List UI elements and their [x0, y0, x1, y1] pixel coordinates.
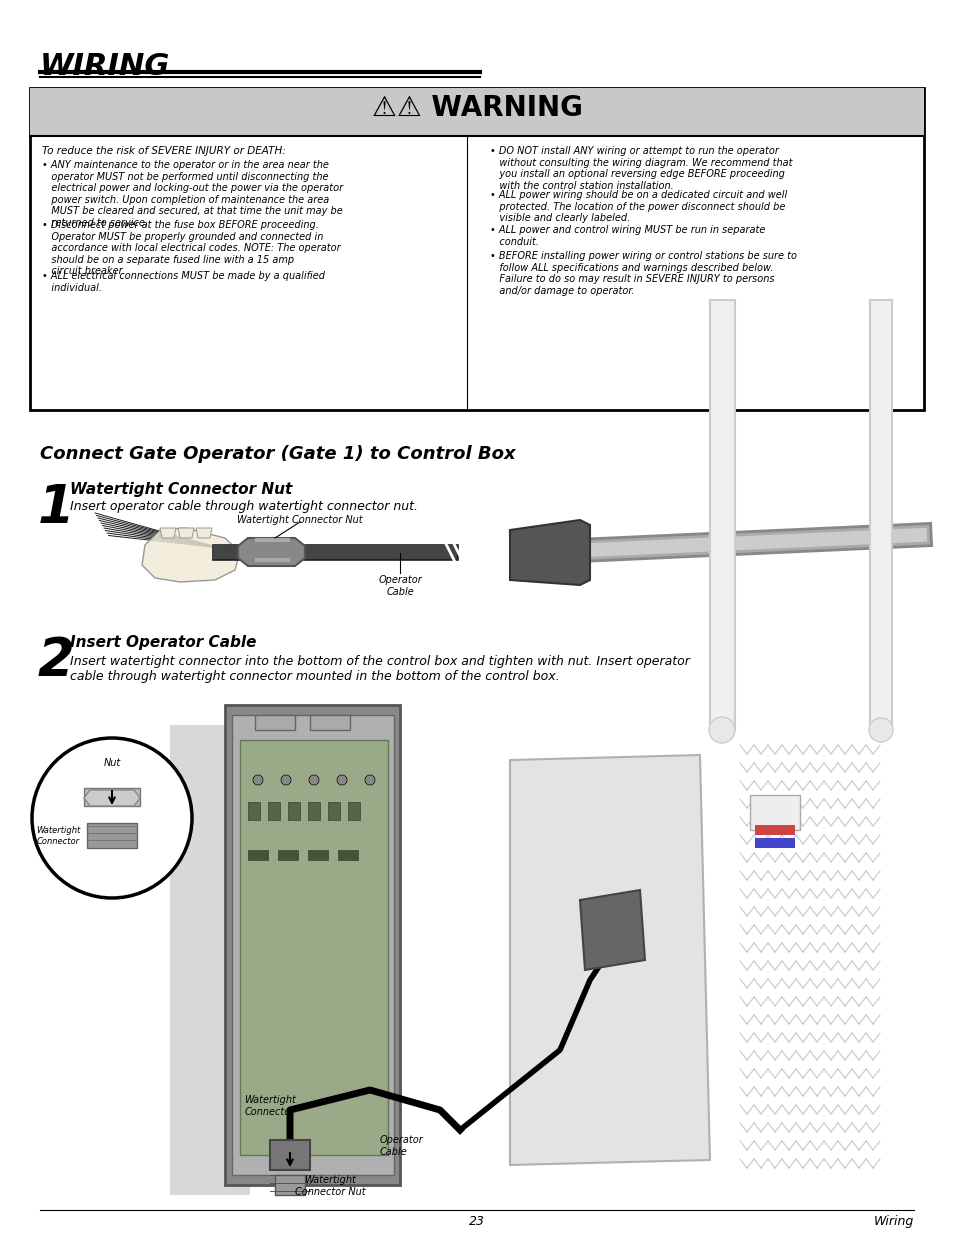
Text: To reduce the risk of SEVERE INJURY or DEATH:: To reduce the risk of SEVERE INJURY or D… — [42, 146, 286, 156]
Circle shape — [336, 776, 347, 785]
Bar — [328, 802, 339, 820]
Bar — [30, 88, 923, 136]
Text: WIRING: WIRING — [40, 52, 171, 82]
Bar — [308, 802, 319, 820]
Polygon shape — [160, 529, 175, 538]
Text: • Disconnect power at the fuse box BEFORE proceeding.
   Operator MUST be proper: • Disconnect power at the fuse box BEFOR… — [42, 220, 340, 277]
Bar — [749, 795, 800, 830]
Bar — [288, 802, 299, 820]
Text: Watertight
Connector: Watertight Connector — [35, 826, 80, 846]
Bar — [754, 825, 794, 835]
Bar — [240, 740, 388, 1155]
Bar — [248, 850, 268, 860]
Text: 2: 2 — [38, 635, 74, 687]
Text: Watertight Connector Nut: Watertight Connector Nut — [70, 482, 292, 496]
Polygon shape — [178, 529, 193, 538]
Circle shape — [868, 718, 892, 742]
Polygon shape — [142, 529, 240, 582]
Bar — [170, 725, 250, 1195]
Text: • ALL power and control wiring MUST be run in separate
   conduit.: • ALL power and control wiring MUST be r… — [490, 225, 764, 247]
Bar — [869, 300, 891, 730]
Bar — [268, 802, 280, 820]
Text: • BEFORE installing power wiring or control stations be sure to
   follow ALL sp: • BEFORE installing power wiring or cont… — [490, 251, 796, 296]
Bar — [254, 538, 290, 542]
Polygon shape — [579, 890, 644, 969]
Circle shape — [253, 776, 263, 785]
Text: Insert watertight connector into the bottom of the control box and tighten with : Insert watertight connector into the bot… — [70, 655, 689, 683]
Bar — [225, 705, 399, 1186]
Bar — [84, 788, 140, 806]
Bar — [754, 839, 794, 848]
Bar — [308, 850, 328, 860]
Text: Operator
Cable: Operator Cable — [377, 576, 421, 597]
Circle shape — [309, 776, 318, 785]
Polygon shape — [510, 755, 709, 1165]
Polygon shape — [510, 520, 589, 585]
Polygon shape — [237, 538, 305, 566]
Bar — [254, 558, 290, 562]
Circle shape — [32, 739, 192, 898]
Bar — [270, 1140, 310, 1170]
Bar — [348, 802, 359, 820]
Circle shape — [708, 718, 734, 743]
Text: Connect Gate Operator (Gate 1) to Control Box: Connect Gate Operator (Gate 1) to Contro… — [40, 445, 515, 463]
Text: Wiring: Wiring — [873, 1215, 913, 1228]
Circle shape — [281, 776, 291, 785]
Bar — [310, 715, 350, 730]
Circle shape — [365, 776, 375, 785]
Bar — [277, 850, 297, 860]
Text: • ANY maintenance to the operator or in the area near the
   operator MUST not b: • ANY maintenance to the operator or in … — [42, 161, 343, 228]
Polygon shape — [195, 529, 212, 538]
Text: 23: 23 — [469, 1215, 484, 1228]
Bar — [30, 88, 923, 410]
Text: • ALL electrical connections MUST be made by a qualified
   individual.: • ALL electrical connections MUST be mad… — [42, 270, 325, 293]
Text: ⚠⚠ WARNING: ⚠⚠ WARNING — [371, 94, 582, 122]
Text: Insert operator cable through watertight connector nut.: Insert operator cable through watertight… — [70, 500, 417, 513]
Polygon shape — [87, 823, 137, 848]
Text: Watertight
Connector Nut: Watertight Connector Nut — [294, 1174, 365, 1197]
Text: • DO NOT install ANY wiring or attempt to run the operator
   without consulting: • DO NOT install ANY wiring or attempt t… — [490, 146, 792, 190]
Bar — [232, 715, 394, 1174]
Text: Watertight Connector Nut: Watertight Connector Nut — [237, 515, 362, 525]
Bar — [709, 300, 734, 730]
Bar — [337, 850, 357, 860]
Polygon shape — [84, 790, 140, 806]
Text: 1: 1 — [38, 482, 74, 534]
Bar — [248, 802, 260, 820]
Text: Operator
Cable: Operator Cable — [379, 1135, 423, 1157]
Text: • ALL power wiring should be on a dedicated circuit and well
   protected. The l: • ALL power wiring should be on a dedica… — [490, 190, 786, 224]
Text: Nut: Nut — [103, 758, 120, 768]
Bar — [254, 715, 294, 730]
Text: Insert Operator Cable: Insert Operator Cable — [70, 635, 256, 650]
Text: Watertight
Connector: Watertight Connector — [244, 1095, 295, 1116]
Bar — [274, 1174, 305, 1195]
